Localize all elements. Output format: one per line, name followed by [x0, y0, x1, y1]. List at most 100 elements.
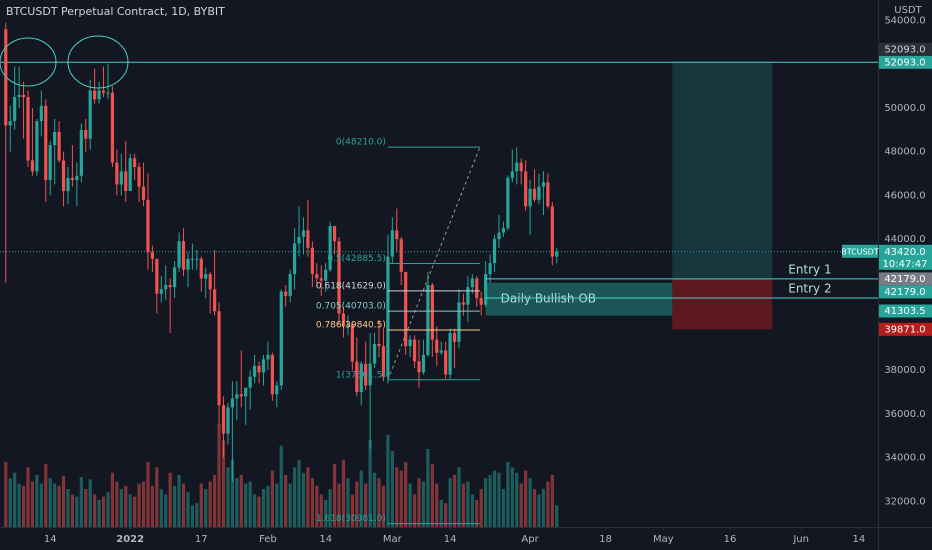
volume-bar: [257, 496, 261, 527]
volume-bar: [452, 474, 457, 527]
candle-body: [275, 385, 279, 395]
candle-body: [115, 162, 119, 185]
order-block-label: Daily Bullish OB: [501, 292, 596, 306]
volume-bar: [341, 459, 346, 527]
candle-body: [528, 188, 532, 207]
candle-body: [119, 171, 123, 185]
candle-body: [226, 407, 230, 434]
price-tag: [879, 244, 932, 270]
price-tag: [879, 285, 932, 299]
volume-bar: [230, 459, 234, 527]
price-tag-label: 41303.5: [884, 306, 925, 317]
price-tag: [879, 272, 932, 286]
volume-bar: [57, 485, 61, 527]
candle-body: [364, 363, 368, 386]
price-tag: [879, 42, 932, 56]
candle-body: [475, 278, 479, 299]
candle-body: [457, 302, 461, 342]
candle-body: [355, 361, 359, 393]
volume-bar: [195, 503, 199, 527]
volume-bar: [266, 485, 270, 527]
volume-bar: [190, 505, 194, 527]
y-tick-label: 50000.0: [884, 103, 925, 114]
candle-body: [301, 230, 306, 237]
x-tick-label: Feb: [259, 534, 277, 545]
candle-body: [386, 256, 390, 377]
candle-body: [515, 162, 519, 172]
highlight-circle: [0, 37, 57, 87]
volume-bar: [17, 483, 21, 527]
candle-body: [84, 129, 88, 139]
candle-body: [466, 287, 470, 305]
volume-bar: [555, 505, 559, 527]
candle-body: [368, 363, 372, 386]
volume-bar: [532, 489, 537, 527]
volume-bar: [328, 489, 332, 527]
volume-bar: [528, 478, 532, 527]
candle-body: [310, 247, 314, 275]
volume-bar: [430, 464, 434, 527]
y-tick-label: 36000.0: [884, 409, 925, 420]
y-tick-label: 54000.0: [884, 16, 925, 27]
volume-bar: [550, 474, 554, 527]
x-tick-label: 14: [853, 534, 866, 545]
fib-label: 1.618(30981.0): [316, 514, 386, 524]
candle-body: [497, 232, 501, 240]
y-tick-label: 34000.0: [884, 453, 925, 464]
candle-body: [395, 230, 399, 240]
candle-body: [61, 160, 66, 192]
volume-bar: [110, 472, 115, 527]
price-tag: [879, 304, 932, 318]
volume-bar: [368, 440, 372, 527]
candle-body: [439, 350, 443, 353]
volume-bar: [30, 481, 35, 527]
volume-bar: [359, 470, 363, 527]
volume-bar: [439, 499, 443, 527]
candle-body: [17, 94, 21, 98]
volume-bar: [101, 496, 106, 527]
candle-body: [21, 94, 26, 98]
x-tick-label: 14: [44, 534, 57, 545]
candle-body: [261, 359, 266, 373]
candle-body: [168, 284, 172, 288]
y-tick-label: 32000.0: [884, 496, 925, 507]
symbol-tag: [842, 244, 878, 258]
price-tag-label: 42179.0: [884, 287, 925, 298]
volume-bar: [164, 494, 168, 527]
volume-bar: [8, 478, 12, 527]
candle-body: [319, 278, 323, 281]
volume-bar: [399, 470, 403, 527]
volume-bar: [279, 445, 283, 527]
y-tick-label: 48000.0: [884, 147, 925, 158]
candle-body: [110, 92, 115, 163]
candle-body: [186, 258, 190, 270]
volume-bar: [479, 489, 483, 527]
volume-bar: [537, 494, 541, 527]
candle-body: [155, 258, 159, 294]
fib-label: 0.705(40703.0): [316, 302, 386, 312]
volume-bar: [141, 481, 146, 527]
volume-bar: [128, 494, 132, 527]
volume-bar: [88, 479, 92, 527]
candle-body: [133, 158, 137, 167]
candle-body: [524, 171, 528, 207]
candle-body: [541, 182, 546, 187]
candle-body: [93, 90, 97, 100]
volume-bar: [177, 474, 181, 527]
volume-bar: [70, 494, 75, 527]
volume-bar: [444, 503, 448, 527]
price-tag-label: 43420.0: [884, 247, 925, 258]
candle-body: [519, 162, 523, 172]
candle-body: [350, 324, 354, 362]
candle-body: [332, 225, 337, 242]
volume-bar: [519, 483, 523, 527]
volume-bar: [497, 472, 501, 527]
candle-body: [79, 129, 83, 176]
volume-bar: [124, 485, 128, 527]
volume-bar: [541, 489, 546, 527]
candle-body: [221, 405, 226, 434]
volume-bar: [115, 481, 119, 527]
candle-body: [448, 333, 452, 375]
candle-body: [270, 354, 274, 395]
volume-bar: [386, 434, 390, 527]
